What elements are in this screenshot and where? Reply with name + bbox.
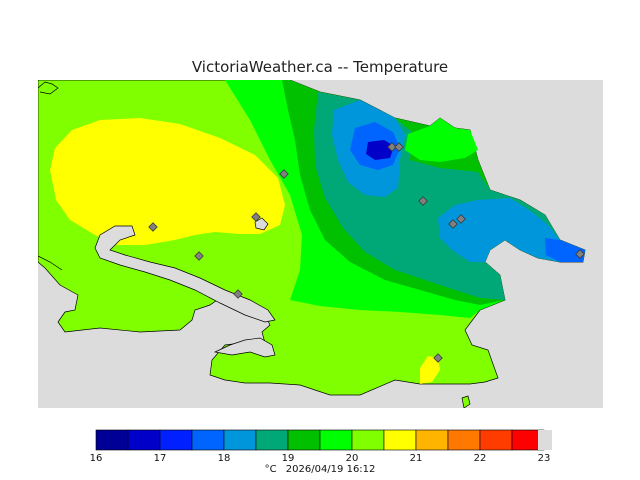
colorbar-tick-label: 18	[218, 453, 231, 462]
station-marker	[194, 251, 204, 261]
colorbar-tick-label: 19	[282, 453, 295, 462]
station-marker	[575, 249, 585, 259]
station-marker	[387, 142, 397, 152]
colorbar-tick-label: 20	[346, 453, 359, 462]
colorbar-cell	[255, 429, 289, 451]
station-marker	[394, 142, 404, 152]
station-marker	[279, 169, 289, 179]
unit-label: °C	[264, 464, 277, 475]
colorbar-cell	[447, 429, 481, 451]
map-title: VictoriaWeather.ca -- Temperature	[191, 58, 449, 76]
zone-lightgreen-north	[405, 118, 478, 162]
station-marker	[418, 196, 428, 206]
inlet-south	[213, 337, 276, 358]
colorbar-tick-label: 21	[410, 453, 423, 462]
island-southeast	[461, 395, 471, 408]
colorbar-tick-label: 16	[90, 453, 102, 462]
colorbar-ticks: 16 17 18 19 20 21 22 23	[90, 453, 550, 462]
station-marker	[448, 219, 458, 229]
colorbar-cell	[351, 429, 385, 451]
colorbar-tick-label: 23	[538, 453, 551, 462]
colorbar-cell	[287, 429, 321, 451]
colorbar-cell	[127, 429, 161, 451]
map-footer: °C 2026/04/19 16:12	[0, 464, 640, 475]
zone-blue-east-core	[545, 238, 585, 262]
colorbar-cell	[191, 429, 225, 451]
station-marker	[251, 212, 261, 222]
colorbar-cell	[319, 429, 353, 451]
colorbar-cell	[95, 429, 129, 451]
station-marker	[233, 289, 243, 299]
colorbar-cell	[415, 429, 449, 451]
colorbar-cell	[383, 429, 417, 451]
zone-darkblue-core	[366, 140, 394, 160]
colorbar-cells	[95, 429, 545, 451]
station-marker	[456, 214, 466, 224]
colorbar-cell	[479, 429, 513, 451]
colorbar-tick-label: 17	[154, 453, 167, 462]
station-marker	[148, 222, 158, 232]
temperature-map	[38, 80, 603, 408]
colorbar-end-shade	[538, 430, 552, 450]
colorbar: 16 17 18 19 20 21 22 23	[90, 429, 552, 462]
station-marker	[433, 353, 443, 363]
inlet-small	[254, 217, 269, 231]
colorbar-tick-label: 22	[474, 453, 487, 462]
zone-yellow-south	[420, 356, 440, 384]
colorbar-cell	[159, 429, 193, 451]
coast-northwest	[38, 81, 59, 95]
zone-yellow-west	[50, 118, 285, 245]
coast-west	[38, 255, 63, 271]
timestamp: 2026/04/19 16:12	[285, 464, 376, 475]
weather-stations	[148, 142, 585, 363]
colorbar-cell	[223, 429, 257, 451]
